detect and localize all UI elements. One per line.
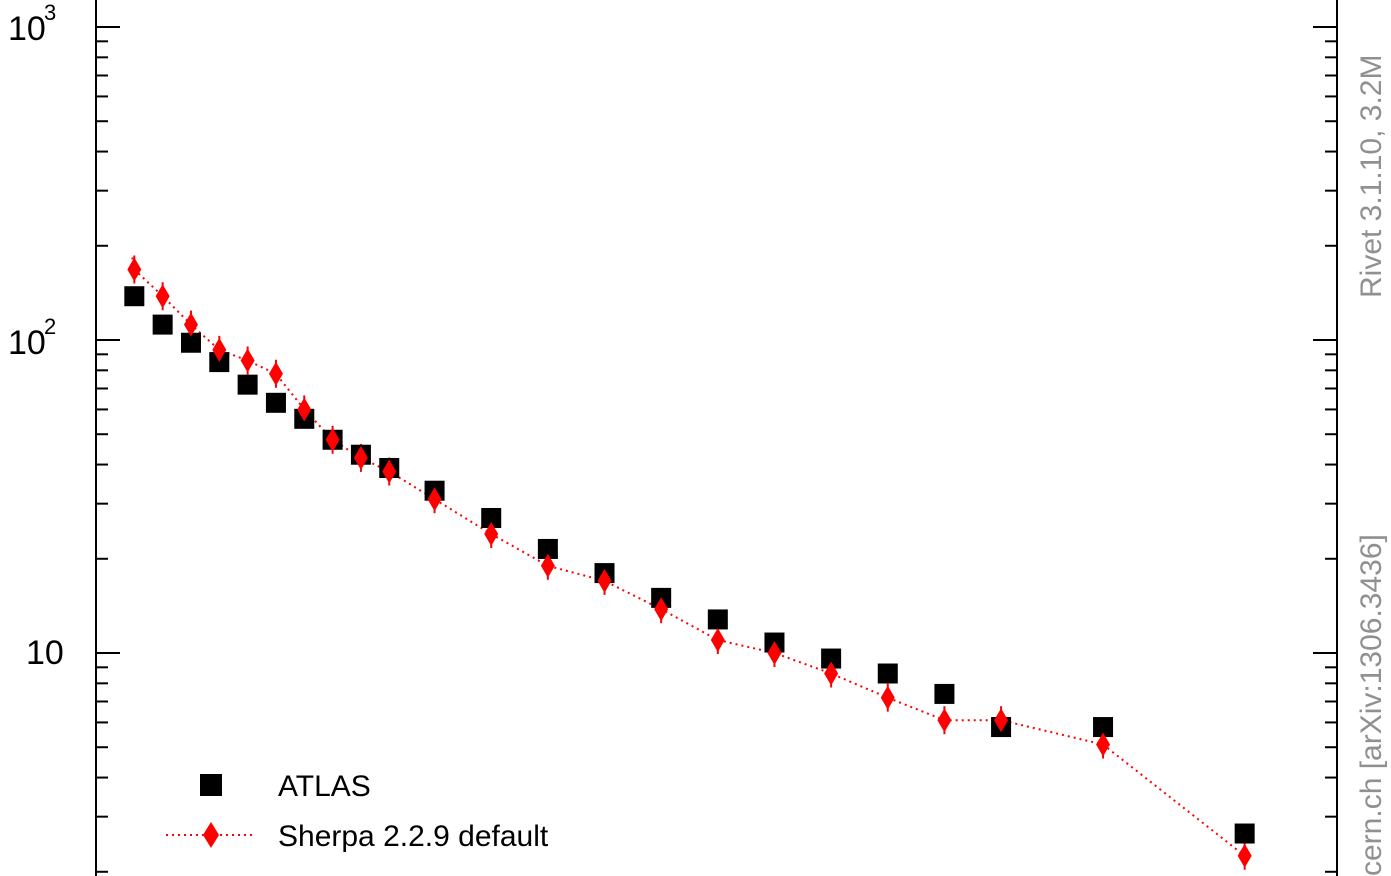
sherpa-point <box>297 397 312 422</box>
atlas-point <box>821 648 842 669</box>
y-tick-labels: 10 3 10 2 10 <box>8 0 64 672</box>
frame <box>95 0 1338 876</box>
sherpa-point <box>382 459 397 484</box>
sherpa-point <box>212 337 227 362</box>
sherpa-point <box>994 708 1009 733</box>
legend: ATLAS Sherpa 2.2.9 default <box>166 770 549 853</box>
sherpa-point <box>427 487 442 512</box>
atlas-point <box>1093 717 1114 738</box>
y-tick-label-1000-exponent: 3 <box>44 0 56 25</box>
sherpa-point <box>240 348 255 373</box>
sherpa-point <box>1096 732 1111 757</box>
sherpa-point <box>654 597 669 622</box>
atlas-point <box>237 374 258 395</box>
y-tick-label-10: 10 <box>26 634 64 672</box>
sherpa-point <box>597 568 612 593</box>
sherpa-point <box>484 521 499 546</box>
sherpa-point <box>353 445 368 470</box>
sherpa-point <box>155 284 170 309</box>
legend-sherpa-label: Sherpa 2.2.9 default <box>278 820 549 853</box>
sherpa-point <box>127 257 142 282</box>
atlas-point <box>1234 823 1255 844</box>
sherpa-series-line <box>131 257 1246 857</box>
atlas-point <box>877 663 898 684</box>
rivet-version-text: Rivet 3.1.10, 3.2M <box>1355 55 1388 298</box>
atlas-point <box>481 507 502 528</box>
arxiv-reference-text: cern.ch [arXiv:1306.3436] <box>1355 534 1388 876</box>
atlas-point <box>934 683 955 704</box>
atlas-point <box>537 538 558 559</box>
axis-ticks <box>96 26 1337 873</box>
sherpa-point <box>268 361 283 386</box>
atlas-point <box>124 286 145 307</box>
sherpa-point <box>937 708 952 733</box>
sherpa-point <box>1237 843 1252 868</box>
atlas-point <box>180 332 201 353</box>
atlas-point <box>265 392 286 413</box>
y-tick-label-100-exponent: 2 <box>44 314 56 339</box>
sherpa-point <box>183 312 198 337</box>
sherpa-point <box>824 661 839 686</box>
sherpa-point <box>710 628 725 653</box>
legend-atlas-marker <box>200 774 222 796</box>
legend-sherpa-marker <box>203 822 219 848</box>
sherpa-point <box>540 553 555 578</box>
sherpa-point <box>325 427 340 452</box>
sherpa-point <box>767 641 782 665</box>
atlas-point <box>707 609 728 630</box>
sherpa-point <box>880 685 895 710</box>
atlas-point <box>209 352 230 373</box>
y-tick-label-1000: 10 <box>8 10 46 48</box>
atlas-point <box>152 314 173 335</box>
sherpa-series-points <box>127 257 1252 868</box>
atlas-series-points <box>124 286 1255 844</box>
legend-atlas-label: ATLAS <box>278 770 371 803</box>
y-tick-label-100: 10 <box>8 324 46 362</box>
